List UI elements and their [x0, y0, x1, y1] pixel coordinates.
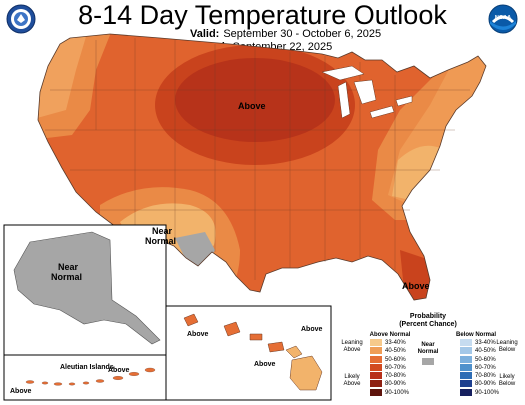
legend-below-swatch: [460, 388, 472, 396]
legend-title-1: Probability: [409, 313, 447, 320]
legend-leaning-below-2: Below: [498, 347, 516, 353]
legend-likely-above: Likely Above: [338, 374, 366, 388]
label-hawaii-above-3: Above: [254, 361, 276, 368]
legend-below-label: 40-50%: [475, 348, 496, 355]
legend-above-item: 70-80%: [370, 372, 409, 380]
legend-likely-above-1: Likely: [344, 374, 360, 380]
legend-below-swatch: [460, 363, 472, 371]
legend-likely-below-2: Below: [498, 381, 516, 387]
alaska-inset: [3, 224, 167, 356]
label-hawaii-above-2: Above: [301, 326, 323, 333]
label-hawaii-above-1: Above: [187, 331, 209, 338]
legend-below-item: 40-50%: [460, 347, 499, 355]
legend-below-item: 90-100%: [460, 388, 500, 397]
legend-above-header: Above Normal: [369, 332, 411, 338]
label-aleutian-above-left: Above: [10, 388, 32, 395]
valid-value: September 30 - October 6, 2025: [223, 28, 382, 40]
label-alaska-near-1: Near: [58, 262, 79, 272]
legend-above-swatch: [370, 388, 382, 396]
label-conus-near-1: Near: [152, 226, 173, 236]
legend-below-label: 70-80%: [475, 373, 496, 380]
legend-above-label: 60-70%: [385, 364, 406, 371]
label-alaska-near-2: Normal: [51, 272, 82, 282]
legend-above-label: 80-90%: [385, 381, 406, 388]
legend-leaning-above-2: Above: [343, 347, 361, 353]
valid-label: Valid:: [190, 28, 220, 40]
legend-below-item: 33-40%: [460, 339, 499, 347]
valid-dates: Valid: September 30 - October 6, 2025: [190, 28, 381, 40]
legend-above-label: 33-40%: [385, 340, 406, 346]
hawaii-inset: [165, 305, 332, 401]
state-borders: [45, 38, 470, 280]
legend-near-swatch: [422, 358, 434, 365]
legend-near-normal: Near Normal: [414, 342, 442, 365]
legend-below-label: 60-70%: [475, 364, 496, 371]
legend-below-swatch: [460, 380, 472, 388]
label-conus-near-2: Normal: [145, 236, 176, 246]
legend-above-item: 60-70%: [370, 363, 409, 372]
legend-likely-above-2: Above: [343, 381, 361, 387]
legend-below-label: 90-100%: [475, 389, 500, 396]
legend-above-list: 33-40% 40-50% 50-60% 60-70% 70-80% 80-90% 90-1…: [370, 339, 409, 397]
noaa-logo-icon: NOAA: [488, 4, 518, 34]
legend-below-item: 50-60%: [460, 355, 499, 364]
legend-above-item: 40-50%: [370, 347, 409, 355]
legend-leaning-above: Leaning Above: [338, 340, 366, 354]
legend-above-label: 50-60%: [385, 356, 406, 363]
legend-above-label: 40-50%: [385, 348, 406, 355]
great-lakes: [321, 65, 413, 119]
legend-below-swatch: [460, 372, 472, 380]
legend-below-header: Below Normal: [455, 332, 496, 338]
legend-above-swatch: [370, 355, 382, 363]
legend-above-swatch: [370, 363, 382, 371]
doc-seal-icon: [6, 4, 36, 34]
legend-above-item: 80-90%: [370, 380, 409, 388]
label-florida-above: Above: [402, 281, 430, 291]
label-conus-above: Above: [238, 101, 266, 111]
legend-leaning-below: Leaning Below: [492, 340, 522, 354]
legend-above-item: 90-100%: [370, 388, 410, 397]
legend-near-1: Near: [421, 342, 435, 348]
legend-leaning-below-1: Leaning: [496, 340, 518, 346]
legend-title-2: (Percent Chance): [399, 321, 457, 328]
legend-below-item: 60-70%: [460, 363, 499, 372]
legend-likely-below: Likely Below: [492, 374, 522, 388]
legend-above-swatch: [370, 347, 382, 355]
legend-below-label: 50-60%: [475, 356, 496, 363]
legend-below-label: 33-40%: [475, 340, 496, 346]
legend-above-swatch: [370, 372, 382, 380]
legend-below-list: 33-40% 40-50% 50-60% 60-70% 70-80% 80-90% 90-1…: [460, 339, 499, 397]
label-aleutian-islands: Aleutian Islands: [60, 364, 114, 371]
aleutian-inset: [3, 354, 167, 401]
legend-above-label: 90-100%: [385, 389, 410, 396]
legend-below-item: 70-80%: [460, 372, 499, 380]
legend-near-2: Normal: [417, 349, 439, 355]
legend-below-item: 80-90%: [460, 380, 499, 388]
legend: Probability (Percent Chance) Above Norma…: [330, 312, 525, 405]
legend-below-swatch: [460, 355, 472, 363]
legend-above-swatch: [370, 339, 382, 346]
legend-below-label: 80-90%: [475, 381, 496, 388]
page-title: 8-14 Day Temperature Outlook: [78, 0, 447, 30]
legend-above-label: 70-80%: [385, 373, 406, 380]
noaa-logo-text: NOAA: [495, 15, 511, 21]
legend-above-item: 50-60%: [370, 355, 409, 364]
legend-below-swatch: [460, 339, 472, 346]
legend-below-swatch: [460, 347, 472, 355]
label-aleutian-above-right: Above: [108, 367, 130, 374]
legend-above-item: 33-40%: [370, 339, 409, 347]
legend-above-swatch: [370, 380, 382, 388]
legend-likely-below-1: Likely: [499, 374, 515, 380]
legend-leaning-above-1: Leaning: [341, 340, 363, 346]
